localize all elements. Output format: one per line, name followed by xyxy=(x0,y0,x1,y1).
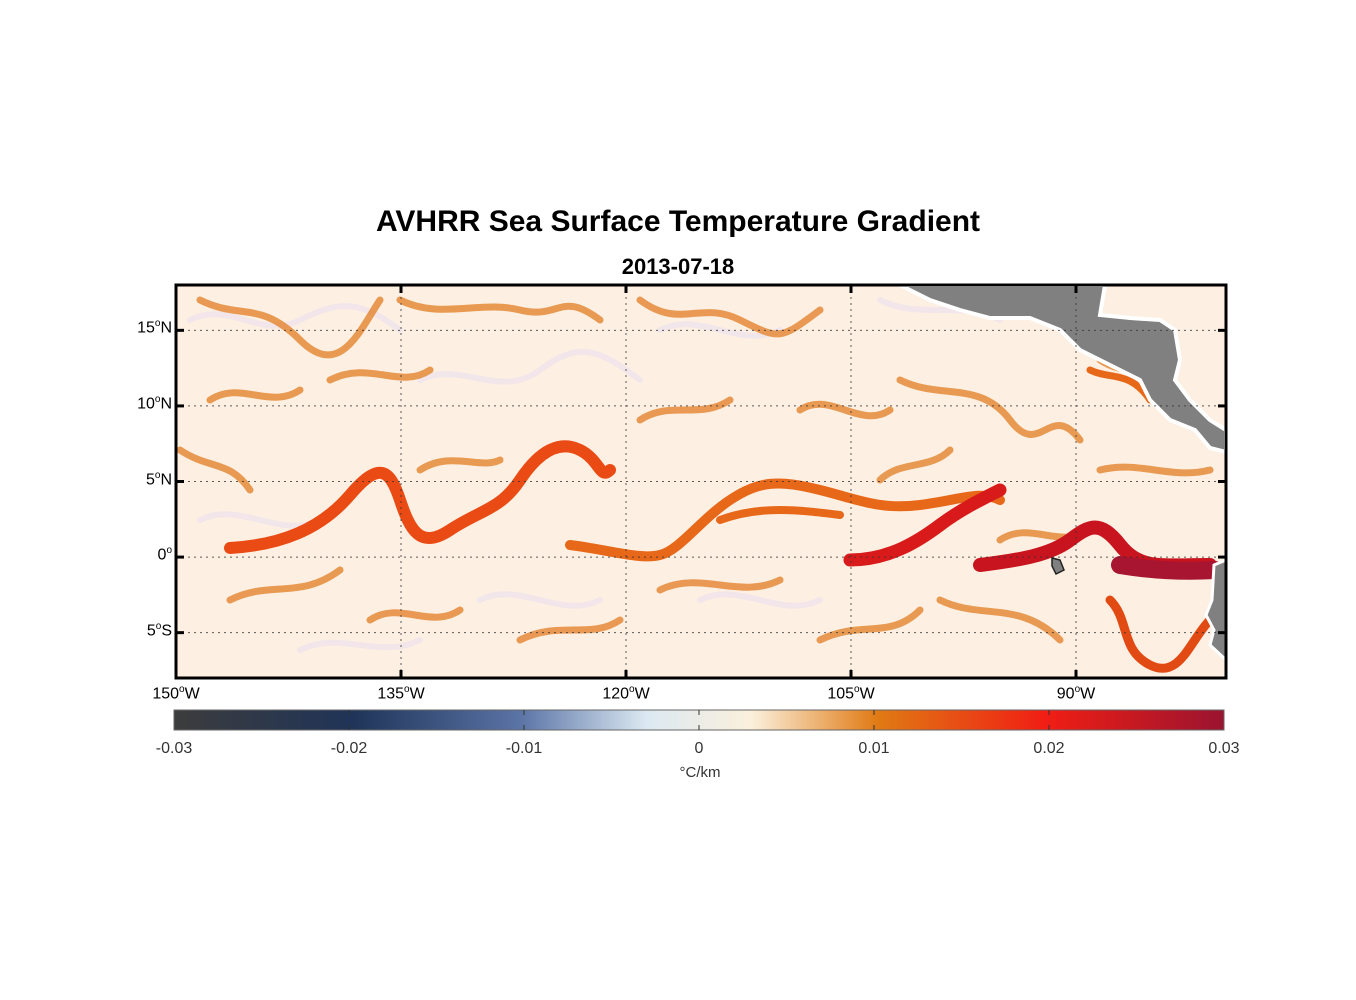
lon-tick-label: 120oW xyxy=(602,684,650,703)
lat-tick-label: 5oN xyxy=(145,469,172,488)
colorbar-tick-label: 0.03 xyxy=(1208,740,1240,757)
colorbar-tick-label: -0.01 xyxy=(505,740,543,757)
colorbar-tick-label: -0.03 xyxy=(155,740,193,757)
land-galapagos xyxy=(1051,557,1065,576)
lon-tick-label: 105oW xyxy=(827,684,875,703)
map-title: AVHRR Sea Surface Temperature Gradient xyxy=(375,205,981,238)
lat-tick-label: 15oN xyxy=(137,318,172,337)
lon-tick-label: 135oW xyxy=(377,684,425,703)
lon-tick-label: 150oW xyxy=(152,684,200,703)
colorbar-tick-label: 0.02 xyxy=(1033,740,1065,757)
colorbar-tick-label: -0.02 xyxy=(330,740,368,757)
gradient-fronts xyxy=(176,296,1224,673)
lon-tick-label: 90oW xyxy=(1056,684,1096,703)
lat-tick-label: 10oN xyxy=(137,393,172,413)
lat-tick-label: 5oS xyxy=(146,620,172,639)
colorbar-unit: °C/km xyxy=(679,764,721,781)
graticule xyxy=(175,285,1226,678)
land-south-america xyxy=(1204,557,1228,664)
land-central-america xyxy=(899,283,1228,455)
lat-tick-label: 0o xyxy=(157,545,172,564)
map-subtitle: 2013-07-18 xyxy=(621,254,735,279)
colorbar-tick-label: 0.01 xyxy=(858,740,890,757)
colorbar-tick-label: 0 xyxy=(694,740,704,757)
